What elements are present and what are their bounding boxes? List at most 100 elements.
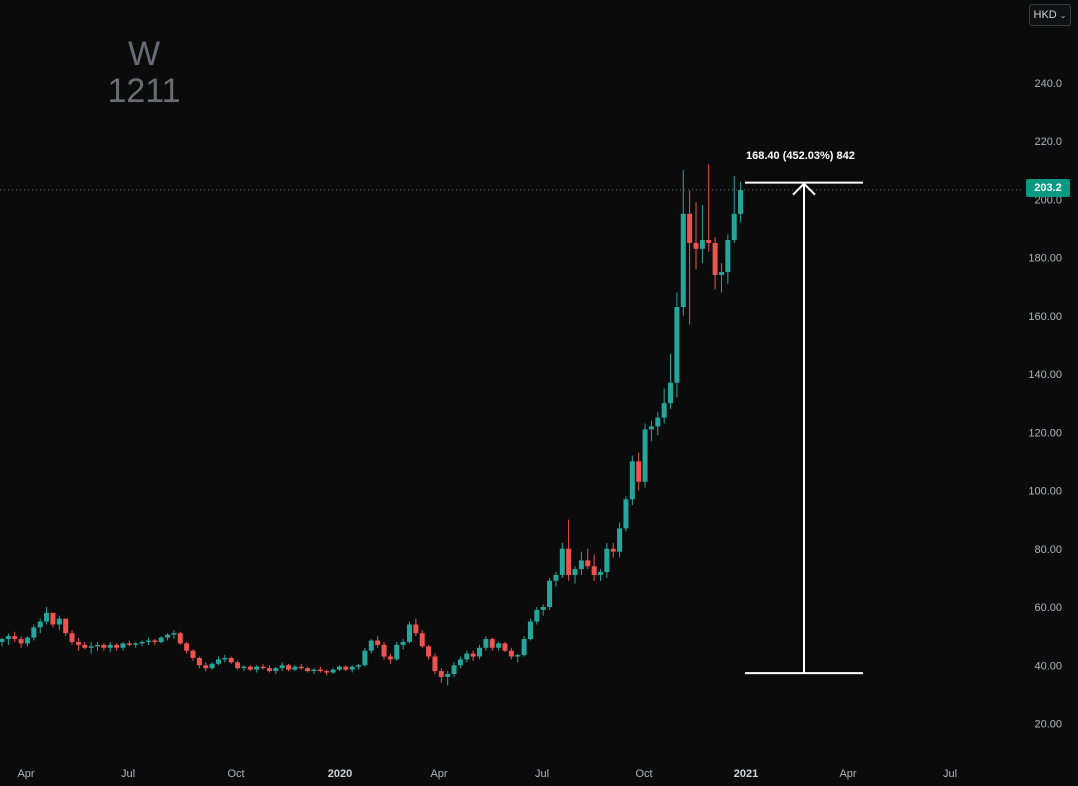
x-tick-label: Jul (535, 768, 549, 780)
candle (69, 630, 75, 645)
candle (394, 641, 400, 661)
candle-body (438, 671, 444, 677)
candle (515, 653, 521, 663)
x-axis: Apr Jul Oct 2020 Apr Jul Oct 2021 Apr Jul (17, 768, 957, 780)
candle (636, 452, 642, 491)
candle (152, 639, 158, 645)
last-price-tag: 203.2 (1026, 179, 1070, 197)
candle (139, 640, 145, 647)
candle (738, 181, 744, 223)
candle-body (623, 499, 629, 529)
candle-body (400, 641, 406, 645)
candle-body (566, 548, 572, 575)
y-tick-label: 60.00 (1034, 602, 1062, 614)
candle-body (470, 653, 476, 657)
candle-body (674, 307, 680, 383)
y-tick-label: 160.00 (1028, 311, 1062, 323)
candle-body (496, 643, 502, 648)
candle (343, 665, 349, 672)
candle-body (311, 669, 317, 672)
candle (553, 572, 559, 587)
candle-body (368, 640, 374, 651)
candle-body (508, 650, 514, 657)
candle (445, 671, 451, 686)
candle-body (693, 242, 699, 249)
candle-body (527, 621, 533, 640)
candle (642, 423, 648, 488)
candle-body (279, 665, 285, 669)
currency-select[interactable]: HKD ⌄ (1029, 4, 1071, 26)
candle-body (642, 429, 648, 482)
candle-body (215, 659, 221, 664)
candle-body (18, 639, 24, 644)
candle (12, 631, 18, 642)
candle-body (101, 644, 107, 648)
candle (623, 496, 629, 532)
candle (222, 655, 228, 663)
candle (502, 641, 508, 653)
candle-body (247, 666, 253, 670)
candle (75, 637, 81, 651)
candle-body (184, 643, 190, 651)
candle (508, 647, 514, 660)
candle (126, 640, 132, 647)
candle (292, 665, 298, 672)
candle-body (738, 189, 744, 214)
candle-body (661, 403, 667, 418)
candle-body (687, 213, 693, 243)
candle (133, 641, 139, 648)
candle-body (559, 548, 565, 575)
candle (368, 639, 374, 654)
candle-body (521, 639, 527, 656)
candle-body (413, 624, 419, 634)
x-tick-label: 2021 (734, 768, 758, 780)
candle-body (432, 656, 438, 672)
candle (559, 542, 565, 578)
candle-body (56, 618, 62, 625)
candle-body (44, 612, 50, 622)
candle (82, 641, 88, 650)
candle (381, 641, 387, 660)
candle (311, 668, 317, 674)
candle-body (165, 634, 171, 638)
candle (725, 234, 731, 284)
candle-body (158, 637, 164, 642)
candle (336, 665, 342, 672)
candle-body (483, 639, 489, 648)
symbol-watermark: W 1211 (84, 36, 204, 110)
candle (604, 542, 610, 578)
candle (254, 665, 260, 673)
candle-body (196, 657, 202, 666)
candle (572, 566, 578, 584)
candle (547, 577, 553, 610)
candle-body (406, 624, 412, 642)
candle-body (578, 560, 584, 570)
candle-body (655, 417, 661, 427)
candle (706, 164, 712, 252)
candle (228, 656, 234, 664)
candle (286, 663, 292, 672)
measure-tool[interactable] (745, 181, 863, 675)
candle (145, 637, 151, 645)
candle (426, 644, 432, 660)
candle-body (636, 461, 642, 482)
candle (693, 202, 699, 270)
candle (349, 665, 355, 673)
candle (37, 618, 43, 634)
candle-body (24, 637, 30, 644)
candle-body (457, 659, 463, 666)
candle (699, 205, 705, 264)
candle (457, 656, 463, 669)
candle (120, 641, 126, 651)
candle-body (668, 382, 674, 404)
watermark-interval: W (127, 35, 161, 73)
candle (0, 637, 5, 647)
candle (362, 647, 368, 667)
candle-body (50, 612, 56, 625)
candle-body (445, 673, 451, 677)
candle-body (37, 621, 43, 628)
candle (235, 660, 241, 670)
x-tick-label: Oct (635, 768, 652, 780)
